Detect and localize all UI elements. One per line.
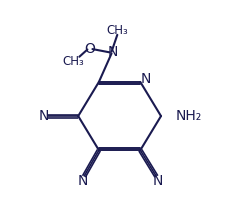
Text: N: N [152, 174, 162, 188]
Text: N: N [77, 174, 88, 188]
Text: CH₃: CH₃ [63, 55, 84, 68]
Text: N: N [107, 45, 117, 59]
Text: CH₃: CH₃ [106, 23, 128, 37]
Text: O: O [84, 42, 95, 56]
Text: N: N [139, 72, 150, 86]
Text: NH₂: NH₂ [174, 109, 201, 123]
Text: N: N [39, 109, 49, 123]
